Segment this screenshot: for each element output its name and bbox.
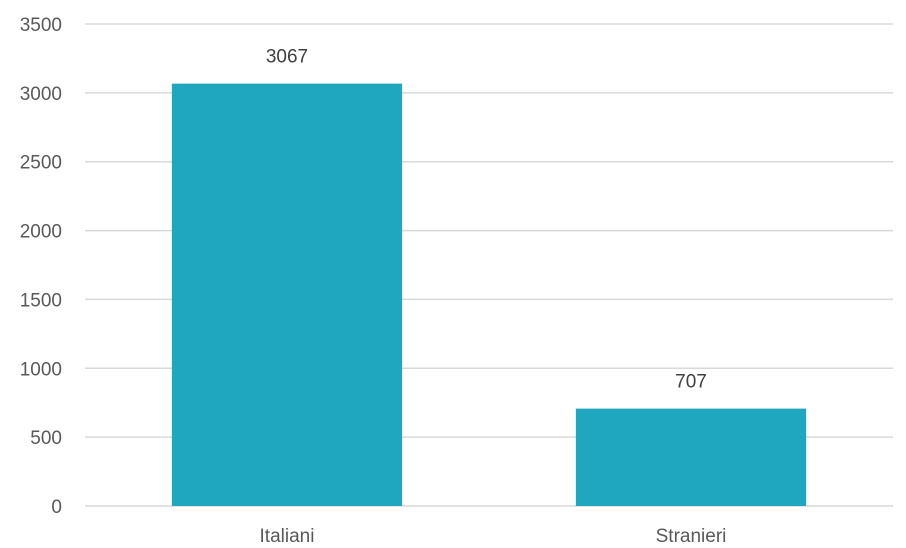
y-tick-label: 2500 bbox=[20, 153, 62, 174]
y-tick-label: 500 bbox=[30, 428, 62, 449]
y-tick-label: 0 bbox=[51, 497, 62, 518]
bar-italiani bbox=[171, 83, 403, 507]
y-tick-label: 1000 bbox=[20, 359, 62, 380]
data-label: 3067 bbox=[266, 47, 308, 68]
y-tick-label: 3500 bbox=[20, 15, 62, 36]
y-tick-label: 1500 bbox=[20, 290, 62, 311]
data-label: 707 bbox=[675, 372, 707, 393]
bar-stranieri bbox=[575, 408, 807, 506]
data-labels: 3067 707 bbox=[266, 47, 707, 393]
y-tick-label: 2000 bbox=[20, 222, 62, 243]
x-tick-label: Italiani bbox=[260, 526, 315, 547]
y-tick-label: 3000 bbox=[20, 84, 62, 105]
y-axis-tick-labels: 0 500 1000 1500 2000 2500 3000 3500 bbox=[20, 15, 62, 518]
x-axis-tick-labels: Italiani Stranieri bbox=[260, 526, 727, 547]
bars bbox=[171, 83, 807, 507]
x-tick-label: Stranieri bbox=[656, 526, 727, 547]
